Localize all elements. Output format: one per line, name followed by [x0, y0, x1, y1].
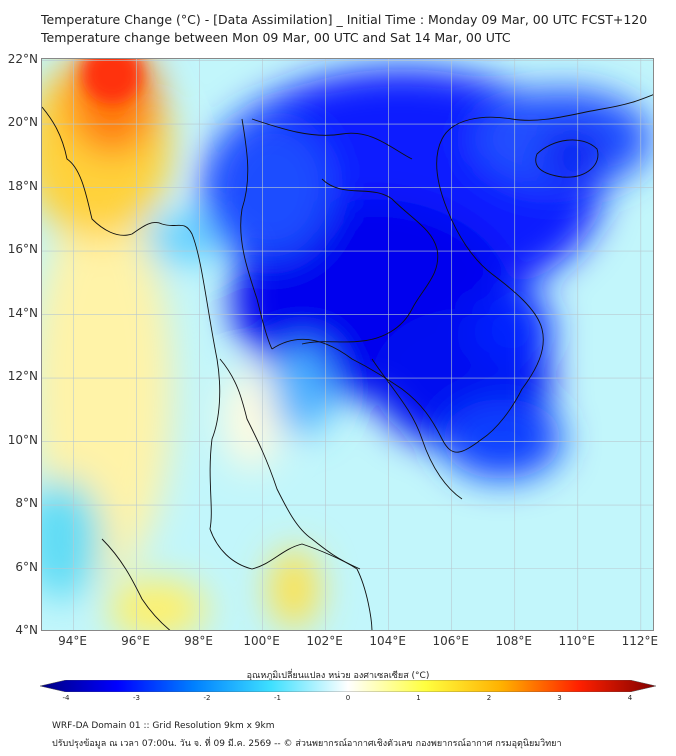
lon-tick-label: 102°E: [306, 634, 343, 648]
coastlines-and-borders: [42, 94, 653, 630]
model-info: WRF-DA Domain 01 :: Grid Resolution 9km …: [52, 721, 275, 731]
colorbar-title: อุณหภูมิเปลี่ยนแปลง หน่วย องศาเซลเซียส (…: [246, 671, 430, 681]
colorbar: [40, 680, 656, 692]
temperature-field: [42, 59, 652, 630]
lon-tick-label: 96°E: [121, 634, 150, 648]
lat-tick-label: 6°N: [15, 559, 38, 574]
lon-tick-label: 106°E: [432, 634, 469, 648]
temperature-change-map: [41, 58, 654, 631]
lon-tick-label: 94°E: [58, 634, 87, 648]
lat-tick-label: 4°N: [15, 623, 38, 637]
map-title: Temperature Change (°C) - [Data Assimila…: [41, 12, 648, 27]
lon-tick-label: 112°E: [621, 634, 659, 648]
lat-tick-label: 16°N: [7, 242, 38, 257]
colorbar-tick-label: -1: [274, 694, 281, 702]
colorbar-tick-label: -3: [133, 694, 140, 702]
lat-tick-label: 22°N: [7, 51, 38, 66]
lat-tick-label: 14°N: [7, 305, 38, 320]
hot-spot: [82, 59, 142, 104]
colorbar-tick-label: -4: [62, 694, 70, 702]
update-credit: ปรับปรุงข้อมูล ณ เวลา 07:00น. วัน จ. ที่…: [52, 739, 562, 749]
lon-tick-label: 110°E: [558, 634, 596, 648]
map-canvas: [42, 59, 653, 630]
colorbar-tick-label: 1: [416, 694, 421, 702]
grid-lines: [42, 59, 653, 630]
lat-tick-label: 10°N: [7, 432, 38, 447]
lon-tick-label: 98°E: [184, 634, 214, 648]
colorbar-tick-label: -2: [203, 694, 211, 702]
colorbar-tick-label: 0: [345, 694, 351, 702]
colorbar-tick-label: 3: [557, 694, 562, 702]
lat-tick-label: 20°N: [7, 115, 38, 130]
lat-tick-label: 18°N: [7, 178, 38, 193]
lat-tick-label: 12°N: [7, 369, 38, 384]
lon-tick-label: 104°E: [369, 634, 406, 648]
lat-tick-label: 8°N: [15, 496, 38, 511]
lon-tick-label: 100°E: [243, 634, 280, 648]
lon-tick-label: 108°E: [495, 634, 533, 648]
colorbar-tick-label: 4: [627, 694, 633, 702]
colorbar-tick-label: 2: [486, 694, 492, 702]
map-subtitle: Temperature change between Mon 09 Mar, 0…: [41, 30, 511, 45]
